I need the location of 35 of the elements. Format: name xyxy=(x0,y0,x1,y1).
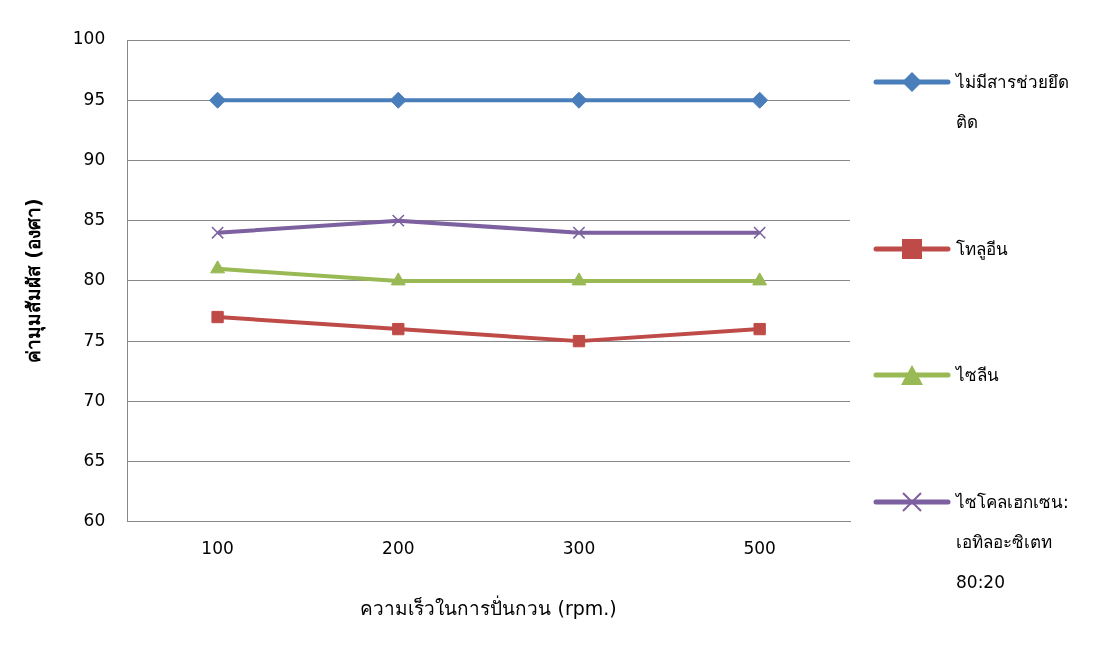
y-tick-label: 75 xyxy=(83,329,106,350)
y-tick-label: 80 xyxy=(83,269,106,290)
y-tick-label: 90 xyxy=(83,148,106,169)
point xyxy=(391,214,405,228)
legend-label: ไซโคลเฮกเซน: เอทิลอะซิเตท 80:20 xyxy=(956,490,1070,594)
point xyxy=(570,91,588,109)
y-tick-label: 70 xyxy=(83,389,106,410)
x-tick-label: 200 xyxy=(382,538,415,559)
x-tick-label: 100 xyxy=(201,538,234,559)
x-axis-title: ความเร็วในการปั่นกวน (rpm.) xyxy=(360,594,617,619)
point xyxy=(210,260,226,274)
point xyxy=(753,226,767,240)
y-axis-title: ค่ามุมสัมผัส (องศา) xyxy=(22,198,47,364)
point xyxy=(211,310,224,324)
x-tick-label: 500 xyxy=(743,538,776,559)
point xyxy=(572,334,586,348)
y-tick-label: 60 xyxy=(83,510,106,531)
point xyxy=(751,91,769,109)
point xyxy=(390,272,406,286)
point xyxy=(572,226,586,240)
point xyxy=(389,91,407,109)
point xyxy=(752,272,768,286)
point xyxy=(571,272,587,286)
y-tick-label: 85 xyxy=(83,209,106,230)
point xyxy=(392,322,405,336)
x-tick-label: 300 xyxy=(562,538,596,559)
point xyxy=(753,322,766,336)
y-tick-label: 100 xyxy=(72,28,106,49)
legend-label: ไม่มีสารช่วยยึดติด xyxy=(956,71,1070,134)
legend-label: ไซลีน xyxy=(956,364,1000,388)
point xyxy=(211,226,224,240)
y-tick-label: 95 xyxy=(83,88,106,109)
legend-label: โทลูอีน xyxy=(956,237,1009,262)
y-tick-label: 65 xyxy=(83,450,106,470)
point xyxy=(209,91,227,109)
